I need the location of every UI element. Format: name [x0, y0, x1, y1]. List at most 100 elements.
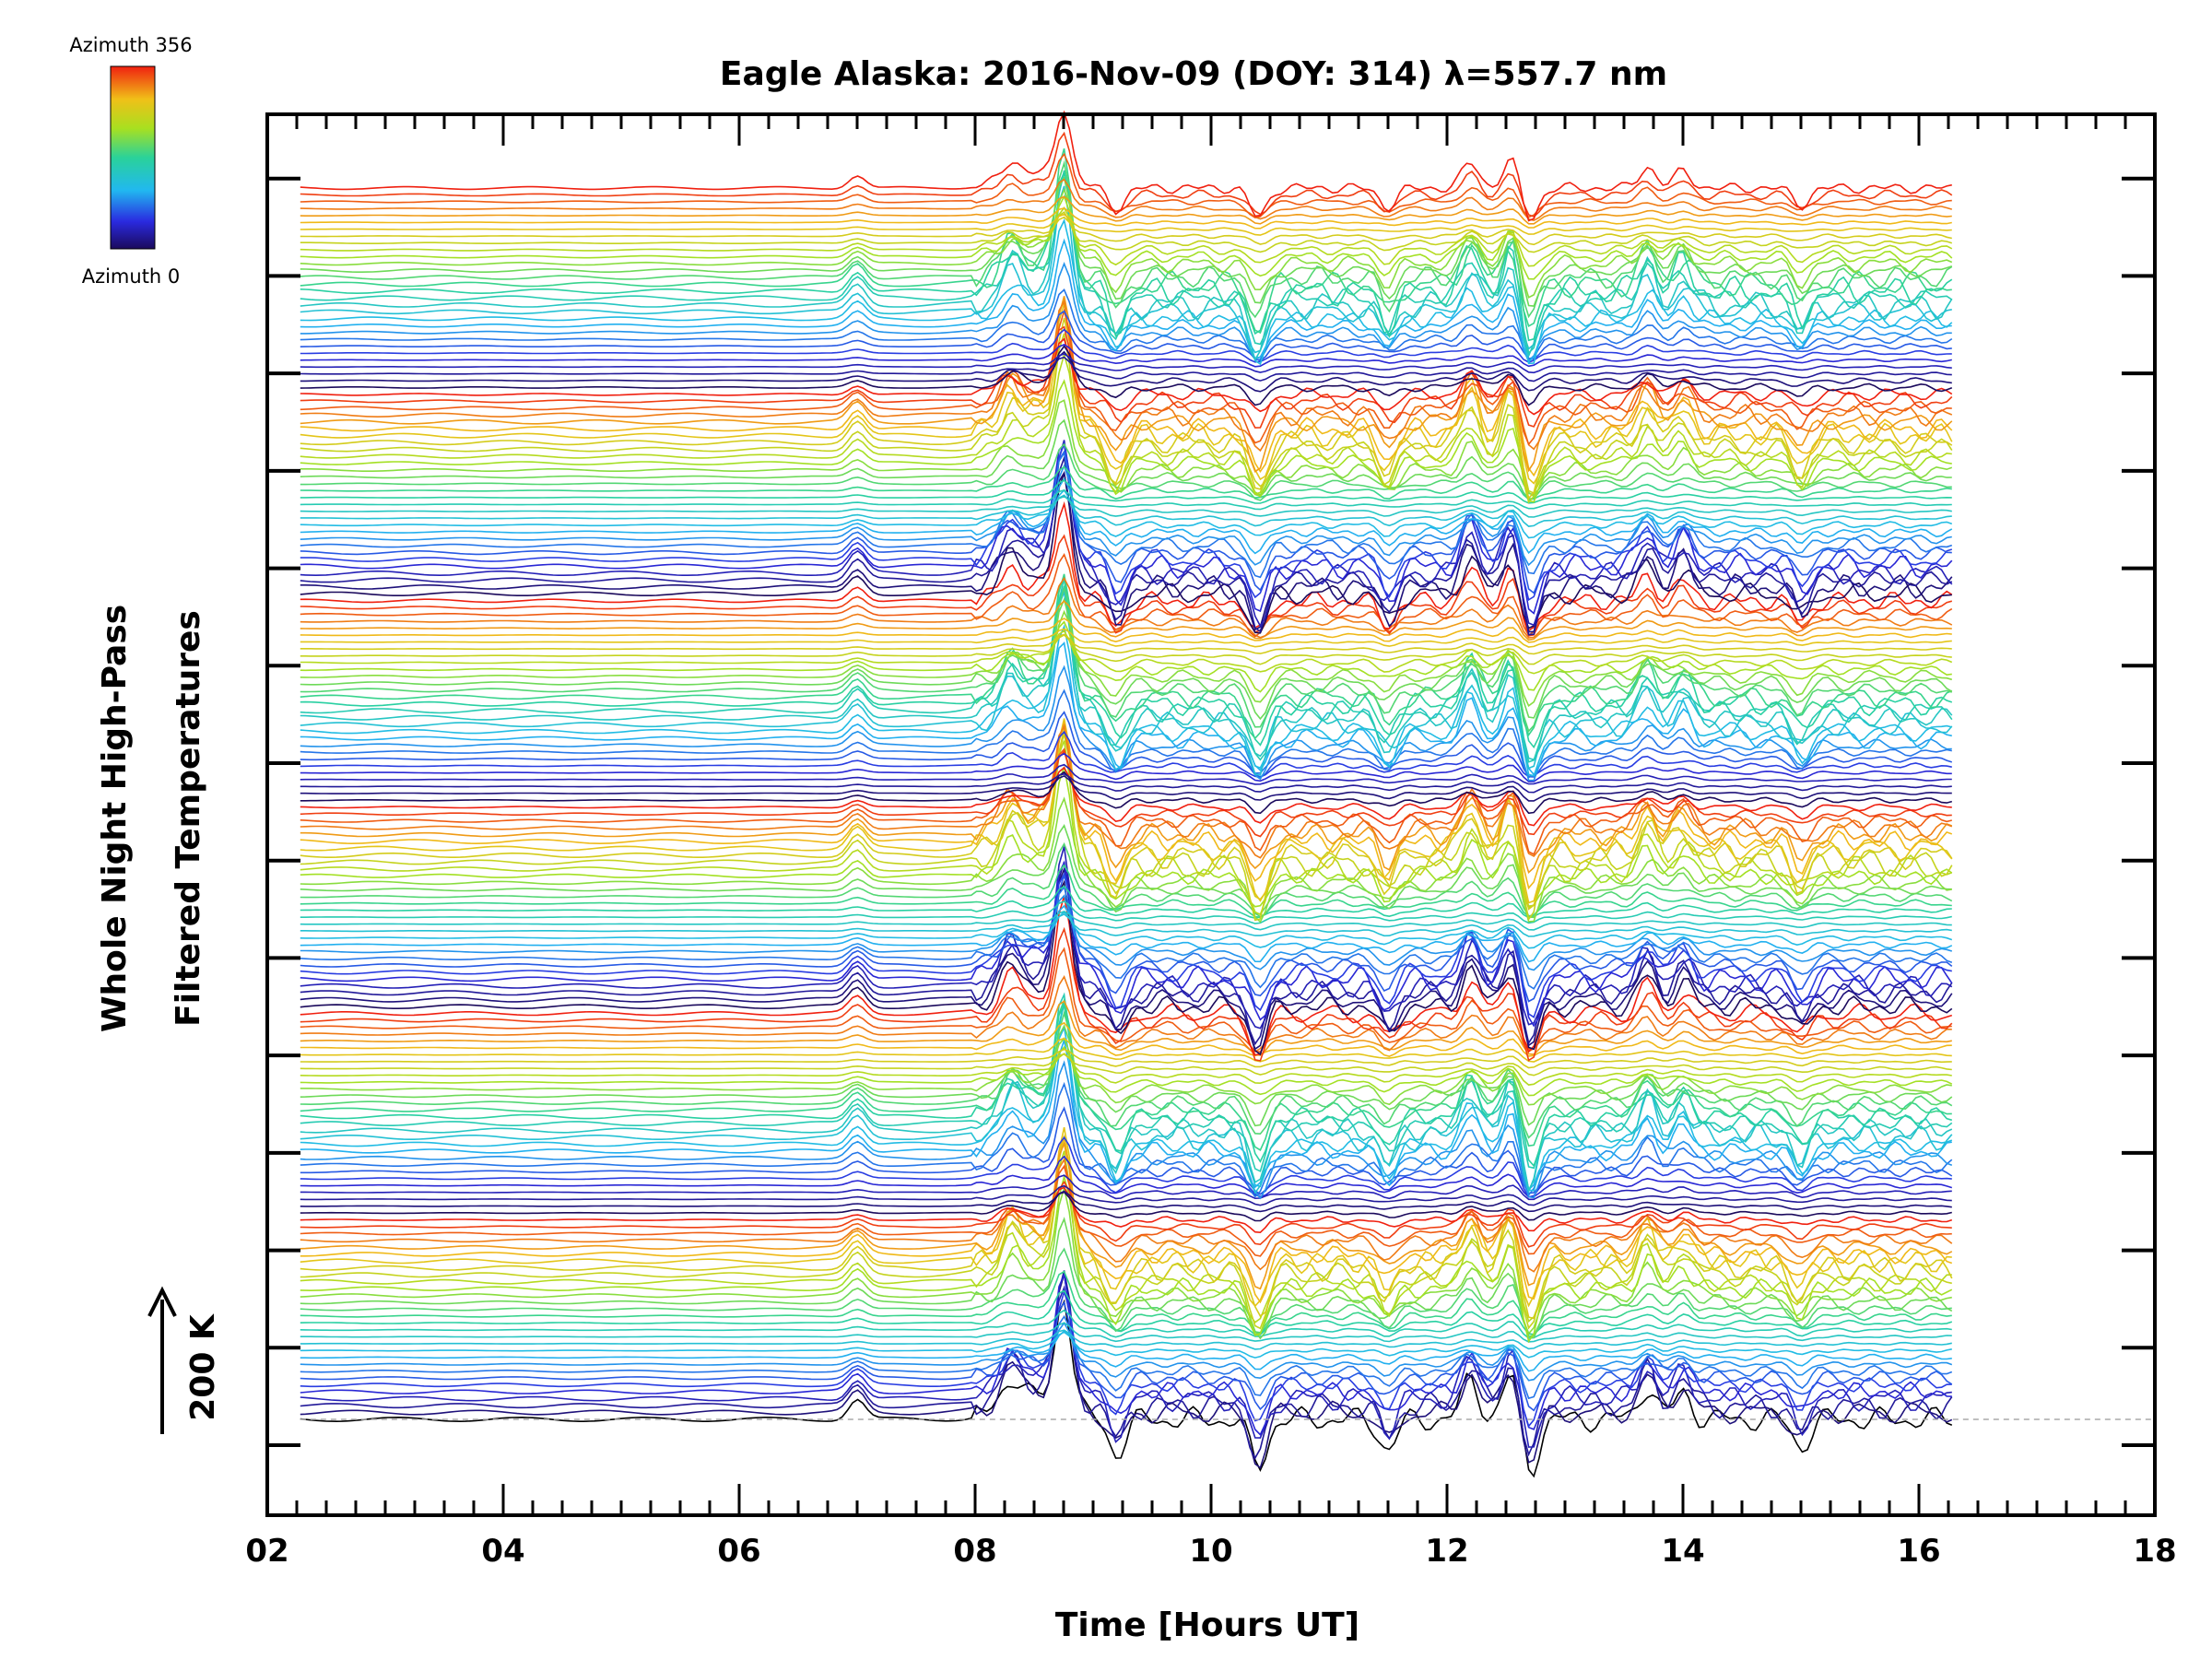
azimuth-trace [300, 178, 1953, 222]
azimuth-trace [300, 860, 1953, 1028]
azimuth-trace [300, 911, 1953, 949]
azimuth-trace [300, 1217, 1953, 1340]
azimuth-trace [300, 1190, 1952, 1213]
azimuth-trace [300, 688, 1952, 779]
azimuth-trace [300, 450, 1952, 594]
azimuth-trace [300, 159, 1953, 319]
y-axis-label-line1: Whole Night High-Pass [96, 605, 134, 1032]
azimuth-trace [300, 734, 1953, 922]
azimuth-trace [300, 337, 1953, 416]
x-tick-labels: 02 04 06 08 10 12 14 16 18 [245, 1533, 2176, 1570]
scale-bar: 200 K [147, 1286, 222, 1434]
azimuth-trace [300, 328, 1952, 363]
azimuth-trace [300, 633, 1952, 655]
azimuth-trace [300, 1155, 1953, 1198]
azimuth-trace [300, 573, 1953, 740]
azimuth-trace [300, 175, 1953, 307]
azimuth-trace [300, 345, 1953, 406]
azimuth-trace [300, 796, 1952, 924]
azimuth-trace [300, 1060, 1953, 1200]
azimuth-trace [300, 442, 1953, 615]
azimuth-trace [300, 494, 1952, 527]
azimuth-trace [300, 351, 1952, 504]
azimuth-trace [300, 310, 1952, 362]
azimuth-trace [300, 1186, 1953, 1234]
azimuth-trace [300, 896, 1953, 1056]
x-tick-label: 16 [1897, 1533, 1940, 1570]
azimuth-trace [300, 596, 1953, 721]
azimuth-trace [300, 344, 1952, 368]
azimuth-trace [300, 1150, 1952, 1324]
azimuth-trace [300, 665, 1952, 782]
azimuth-trace [300, 1314, 1953, 1400]
azimuth-trace [300, 624, 1952, 777]
azimuth-trace [300, 317, 1953, 500]
azimuth-trace [300, 170, 1953, 355]
x-tick-label: 02 [245, 1533, 288, 1570]
azimuth-trace [300, 350, 1952, 393]
x-axis-label: Time [Hours UT] [1055, 1606, 1359, 1644]
azimuth-trace [300, 333, 1953, 495]
azimuth-trace [300, 885, 1952, 919]
azimuth-trace [300, 772, 1952, 794]
azimuth-trace [300, 1331, 1952, 1359]
azimuth-trace [300, 718, 1953, 904]
azimuth-trace [300, 185, 1952, 354]
azimuth-trace [300, 216, 1952, 246]
azimuth-trace [300, 465, 1952, 500]
scale-arrow-head [147, 1286, 177, 1317]
azimuth-trace [300, 577, 1953, 763]
azimuth-trace [300, 1174, 1952, 1201]
azimuth-trace [300, 1037, 1952, 1063]
colorbar-top-label: Azimuth 356 [69, 34, 192, 56]
azimuth-trace [300, 885, 1953, 990]
azimuth-trace [300, 599, 1952, 641]
x-tick-label: 08 [953, 1533, 996, 1570]
azimuth-trace [300, 1106, 1953, 1195]
x-tick-label: 10 [1189, 1533, 1232, 1570]
azimuth-trace [300, 296, 1953, 473]
azimuth-trace [300, 1003, 1953, 1168]
azimuth-trace [300, 440, 1953, 628]
azimuth-trace [300, 576, 1953, 639]
azimuth-trace [300, 727, 1953, 911]
azimuth-trace [300, 1322, 1953, 1382]
azimuth-trace [300, 213, 1952, 236]
azimuth-trace [300, 1140, 1953, 1290]
azimuth-trace [300, 479, 1952, 504]
azimuth-trace [300, 1330, 1952, 1372]
azimuth-trace [300, 997, 1952, 1151]
x-tick-label: 14 [1661, 1533, 1704, 1570]
azimuth-trace [300, 131, 1953, 218]
azimuth-trace [300, 1000, 1952, 1056]
azimuth-trace [300, 1164, 1952, 1257]
azimuth-trace [300, 724, 1953, 859]
azimuth-trace [300, 464, 1952, 567]
azimuth-trace [300, 584, 1953, 733]
azimuth-trace [300, 353, 1952, 374]
axes [265, 112, 2157, 1517]
azimuth-trace [300, 618, 1952, 643]
azimuth-trace [300, 585, 1953, 761]
azimuth-trace [300, 1322, 1952, 1343]
azimuth-trace [300, 495, 1952, 518]
azimuth-trace [300, 1053, 1952, 1086]
azimuth-trace [300, 861, 1953, 1046]
azimuth-trace [300, 211, 1953, 253]
azimuth-trace [300, 1247, 1952, 1337]
azimuth-trace [300, 721, 1953, 890]
azimuth-trace [300, 724, 1953, 875]
azimuth-trace [300, 628, 1952, 648]
azimuth-trace [300, 1135, 1952, 1198]
azimuth-trace [300, 763, 1952, 785]
azimuth-trace [300, 629, 1953, 675]
azimuth-trace [300, 749, 1952, 838]
azimuth-trace [300, 1272, 1952, 1436]
azimuth-trace [300, 1309, 1952, 1339]
azimuth-trace [300, 477, 1953, 555]
azimuth-trace [300, 974, 1952, 1053]
azimuth-trace [300, 774, 1952, 802]
azimuth-trace [300, 399, 1953, 498]
azimuth-trace [300, 1299, 1953, 1478]
azimuth-trace [300, 866, 1953, 1051]
